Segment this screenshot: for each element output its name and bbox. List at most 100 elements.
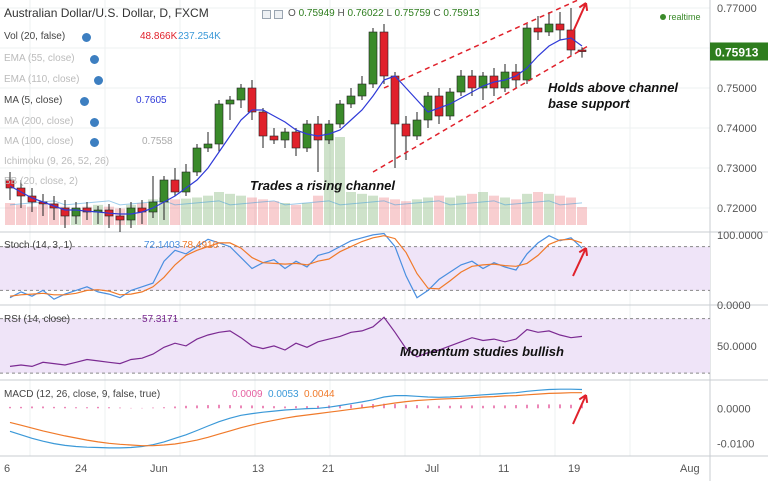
rsi-band (0, 318, 710, 374)
volume-bar (313, 195, 323, 225)
legend-ma200[interactable]: MA (200, close) (4, 116, 99, 127)
volume-bar (412, 199, 422, 225)
volume-bar (434, 195, 444, 225)
candle-up (148, 201, 158, 213)
volume-bar (500, 197, 510, 225)
volume-bar (302, 203, 312, 225)
candle-down (577, 49, 587, 52)
candle-down (467, 75, 477, 89)
legend-eye-icon[interactable] (94, 76, 103, 85)
candle-down (379, 31, 389, 77)
candle-down (401, 123, 411, 137)
arrow-price (572, 2, 587, 33)
legend-ma5[interactable]: MA (5, close) 0.7605 (4, 95, 167, 106)
legend-eye-icon[interactable] (82, 33, 91, 42)
volume-bar (467, 193, 477, 225)
candle-up (324, 123, 334, 141)
arrow-macd-head (578, 394, 589, 404)
volume-bar (511, 199, 521, 225)
volume-bar (192, 197, 202, 225)
candle-down (60, 207, 70, 217)
volume-bar (291, 204, 301, 225)
volume-bar (16, 204, 26, 225)
annotation-momentum: Momentum studies bullish (400, 344, 564, 359)
time-tick-label: Jun (150, 463, 168, 475)
volume-bar (27, 206, 37, 225)
volume-bar (544, 193, 554, 225)
candle-down (247, 87, 257, 113)
rsi-title[interactable]: RSI (14, close) 57.3171 (4, 314, 179, 325)
ohlc-readout: O 0.75949 H 0.76022 L 0.75759 C 0.75913 (288, 8, 480, 19)
candle-up (214, 103, 224, 145)
stoch-title[interactable]: Stoch (14, 3, 1) 72.1403 78.4916 (4, 240, 219, 251)
legend-ema55[interactable]: EMA (55, close) (4, 53, 99, 64)
arrow-macd (572, 394, 587, 425)
candle-up (346, 95, 356, 105)
volume-bar (203, 195, 213, 225)
macd-signal-line (9, 392, 582, 447)
macd-title[interactable]: MACD (12, 26, close, 9, false, true) 0.0… (4, 389, 335, 400)
header-eye-control[interactable] (262, 10, 271, 19)
stoch-band (0, 246, 710, 291)
candle-down (566, 29, 576, 51)
candle-up (456, 75, 466, 93)
candle-up (236, 87, 246, 101)
volume-bar (247, 197, 257, 225)
candle-up (302, 123, 312, 149)
arrow-price-head (578, 2, 589, 12)
volume-bar (489, 195, 499, 225)
low-value: 0.75759 (394, 8, 431, 19)
legend-eye-icon[interactable] (80, 97, 89, 106)
volume-bar (5, 203, 15, 225)
candle-down (82, 207, 92, 213)
candle-up (71, 207, 81, 217)
price-tick-label: 0.74000 (717, 123, 757, 135)
volume-bar (346, 192, 356, 225)
volume-bar (236, 195, 246, 225)
stoch-k-line (9, 232, 583, 300)
stoch-tick-label: 100.0000 (717, 230, 763, 242)
stoch-tick-label: 0.0000 (717, 300, 751, 312)
volume-bar (423, 197, 433, 225)
header-settings-control[interactable] (274, 10, 283, 19)
volume-bar (181, 198, 191, 225)
volume-bar (170, 199, 180, 225)
high-value: 0.76022 (347, 8, 384, 19)
candle-down (533, 27, 543, 33)
volume-bar (577, 207, 587, 225)
legend-ema110[interactable]: EMA (110, close) (4, 74, 103, 85)
candle-down (555, 23, 565, 31)
time-tick-label: Aug (680, 463, 700, 475)
volume-bar (368, 195, 378, 225)
candle-up (423, 95, 433, 121)
candle-down (258, 111, 268, 137)
price-tick-label: 0.75000 (717, 83, 757, 95)
legend-ma100[interactable]: MA (100, close) 0.7558 (4, 136, 173, 147)
last-price-tag (710, 42, 768, 61)
volume-bar (456, 195, 466, 225)
volume-bar (379, 197, 389, 225)
candle-up (181, 171, 191, 193)
candle-up (280, 131, 290, 141)
candle-up (412, 119, 422, 137)
volume-bar (258, 199, 268, 225)
chart-title: Australian Dollar/U.S. Dollar, D, FXCM (4, 6, 209, 20)
candle-down (115, 215, 125, 221)
volume-ma-line (9, 200, 583, 206)
legend-eye-icon[interactable] (90, 118, 99, 127)
volume-bar (335, 137, 345, 225)
price-tick-label: 0.72000 (717, 203, 757, 215)
legend-ichimoku[interactable]: Ichimoku (9, 26, 52, 26) (4, 156, 110, 167)
time-tick-label: 6 (4, 463, 10, 475)
legend-bb[interactable]: BB (20, close, 2) (4, 176, 78, 187)
legend-eye-icon[interactable] (90, 55, 99, 64)
candle-down (313, 123, 323, 141)
rsi-line (9, 316, 583, 368)
price-tick-label: 0.73000 (717, 163, 757, 175)
legend-vol[interactable]: Vol (20, false) 48.866K 237.254K (4, 31, 221, 42)
legend-eye-icon[interactable] (90, 138, 99, 147)
annotation-rising-channel: Trades a rising channel (250, 178, 395, 193)
candle-down (434, 95, 444, 117)
volume-bar (522, 193, 532, 225)
